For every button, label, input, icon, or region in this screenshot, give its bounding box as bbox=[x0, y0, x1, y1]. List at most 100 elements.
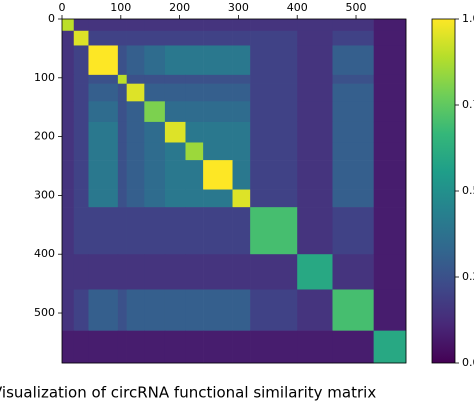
cell bbox=[332, 30, 374, 46]
cell bbox=[62, 207, 75, 255]
cell bbox=[250, 160, 298, 190]
cell bbox=[164, 254, 186, 290]
cell bbox=[203, 121, 233, 143]
cell bbox=[73, 189, 89, 208]
cell bbox=[297, 45, 333, 76]
cell bbox=[297, 30, 333, 46]
cell bbox=[62, 142, 75, 161]
colorbar-tick-label: 0.25 bbox=[462, 270, 474, 283]
cell bbox=[250, 45, 298, 76]
cell bbox=[373, 254, 407, 290]
cell bbox=[117, 330, 127, 364]
cell bbox=[73, 74, 89, 84]
cell bbox=[250, 121, 298, 143]
cell bbox=[373, 142, 407, 161]
cell bbox=[332, 160, 374, 190]
cell bbox=[62, 121, 75, 143]
cell bbox=[144, 330, 166, 364]
cell bbox=[250, 289, 298, 331]
cell bbox=[185, 45, 204, 76]
cell bbox=[164, 189, 186, 208]
cell bbox=[164, 330, 186, 364]
caption: Visualization of circRNA functional simi… bbox=[0, 384, 376, 402]
cell bbox=[250, 74, 298, 84]
colorbar bbox=[431, 18, 456, 364]
x-tick-label: 300 bbox=[228, 1, 249, 14]
y-tick-label: 200 bbox=[34, 130, 55, 143]
cell bbox=[332, 289, 374, 331]
cell bbox=[297, 142, 333, 161]
cell bbox=[88, 330, 119, 364]
cell bbox=[117, 19, 127, 32]
cell bbox=[203, 83, 233, 102]
cell bbox=[144, 101, 166, 123]
cell bbox=[164, 83, 186, 102]
cell bbox=[250, 83, 298, 102]
cell bbox=[117, 74, 127, 84]
cell bbox=[185, 254, 204, 290]
cell bbox=[62, 189, 75, 208]
cell bbox=[144, 254, 166, 290]
cell bbox=[203, 160, 233, 190]
cell bbox=[73, 330, 89, 364]
cell bbox=[88, 289, 119, 331]
cell bbox=[373, 101, 407, 123]
colorbar-tick-label: 0.50 bbox=[462, 184, 474, 197]
cell bbox=[144, 45, 166, 76]
cell bbox=[117, 30, 127, 46]
cell bbox=[203, 189, 233, 208]
cell bbox=[73, 254, 89, 290]
cell bbox=[73, 83, 89, 102]
cell bbox=[164, 160, 186, 190]
cell bbox=[126, 189, 145, 208]
cell bbox=[250, 330, 298, 364]
cell bbox=[62, 101, 75, 123]
cell bbox=[117, 101, 127, 123]
cell bbox=[250, 254, 298, 290]
cell bbox=[126, 207, 145, 255]
cell bbox=[73, 207, 89, 255]
cell bbox=[88, 160, 119, 190]
x-tick-label: 0 bbox=[59, 1, 66, 14]
y-tick-label: 100 bbox=[34, 71, 55, 84]
cell bbox=[373, 19, 407, 32]
cell bbox=[203, 74, 233, 84]
cell bbox=[126, 74, 145, 84]
x-tick-label: 200 bbox=[169, 1, 190, 14]
cell bbox=[373, 189, 407, 208]
cell bbox=[126, 45, 145, 76]
cell bbox=[185, 160, 204, 190]
cell bbox=[203, 45, 233, 76]
cell bbox=[185, 207, 204, 255]
cell bbox=[250, 189, 298, 208]
cell bbox=[297, 121, 333, 143]
cell bbox=[203, 254, 233, 290]
cell bbox=[203, 142, 233, 161]
cell bbox=[232, 142, 251, 161]
cell bbox=[144, 160, 166, 190]
cell bbox=[126, 19, 145, 32]
cell bbox=[232, 189, 251, 208]
cell bbox=[332, 189, 374, 208]
cell bbox=[373, 45, 407, 76]
cell bbox=[117, 254, 127, 290]
cell bbox=[185, 19, 204, 32]
cell bbox=[250, 142, 298, 161]
cell bbox=[88, 207, 119, 255]
cell bbox=[185, 74, 204, 84]
cell bbox=[203, 330, 233, 364]
colorbar-tick-label: 1.00 bbox=[462, 12, 474, 25]
x-tick-label: 500 bbox=[346, 1, 367, 14]
cell bbox=[332, 142, 374, 161]
cell bbox=[332, 101, 374, 123]
cell bbox=[373, 83, 407, 102]
cell bbox=[250, 101, 298, 123]
cell bbox=[332, 207, 374, 255]
cell bbox=[126, 101, 145, 123]
cell bbox=[62, 254, 75, 290]
cell bbox=[297, 160, 333, 190]
plot-frame bbox=[61, 18, 407, 364]
cell bbox=[185, 330, 204, 364]
cell bbox=[73, 45, 89, 76]
cell bbox=[88, 83, 119, 102]
